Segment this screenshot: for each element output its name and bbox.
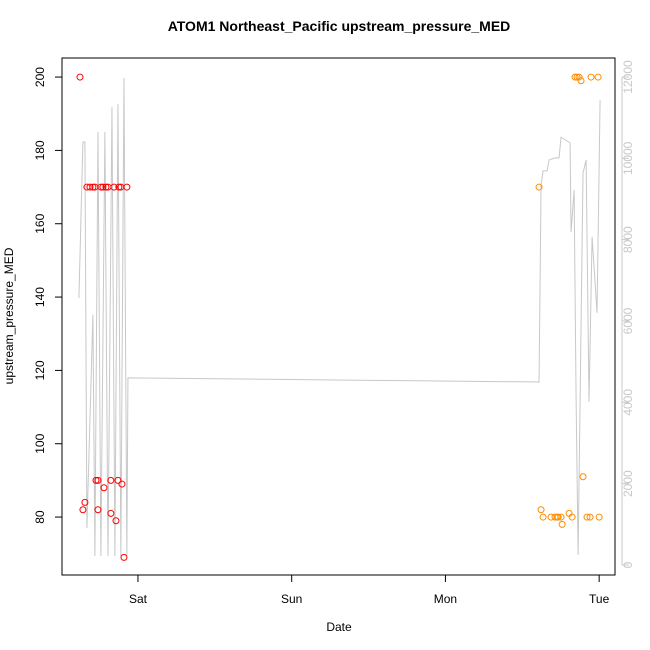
point xyxy=(586,513,594,521)
point xyxy=(573,73,581,81)
x-tick-label: Sat xyxy=(129,592,148,606)
point xyxy=(89,183,97,191)
point xyxy=(107,476,115,484)
point xyxy=(535,183,543,191)
x-tick-label: Tue xyxy=(589,592,610,606)
line xyxy=(78,78,601,557)
point xyxy=(118,480,126,488)
y-tick-label: 120 xyxy=(33,360,47,380)
point xyxy=(112,517,120,525)
y2-tick-label: 4000 xyxy=(621,389,635,416)
plot-frame xyxy=(61,57,616,576)
y2-tick-label: 8000 xyxy=(621,226,635,253)
point xyxy=(107,509,115,517)
y2-tick-label: 2000 xyxy=(621,470,635,497)
point xyxy=(558,520,566,528)
point xyxy=(595,513,603,521)
point xyxy=(568,513,576,521)
point xyxy=(120,553,128,561)
y-axis-label: upstream_pressure_MED xyxy=(2,247,16,384)
y-tick-label: 100 xyxy=(33,433,47,453)
y-tick-label: 180 xyxy=(33,140,47,160)
point xyxy=(577,77,585,85)
point xyxy=(79,506,87,514)
point xyxy=(99,183,107,191)
y2-tick-label: 0 xyxy=(621,561,635,568)
point xyxy=(100,484,108,492)
point xyxy=(92,476,100,484)
point xyxy=(123,183,131,191)
point xyxy=(115,183,123,191)
point xyxy=(114,476,122,484)
point xyxy=(554,513,562,521)
point xyxy=(587,73,595,81)
point xyxy=(110,183,118,191)
y-tick-label: 140 xyxy=(33,287,47,307)
point xyxy=(579,473,587,481)
point xyxy=(94,476,102,484)
point xyxy=(594,73,602,81)
x-tick-label: Mon xyxy=(434,592,457,606)
point xyxy=(97,183,105,191)
point xyxy=(102,183,110,191)
chart-title: ATOM1 Northeast_Pacific upstream_pressur… xyxy=(168,18,511,34)
point xyxy=(537,506,545,514)
y-tick-label: 160 xyxy=(33,213,47,233)
y2-tick-label: 6000 xyxy=(621,307,635,334)
point xyxy=(539,513,547,521)
y2-tick-label: 12000 xyxy=(621,60,635,94)
point xyxy=(94,506,102,514)
point xyxy=(583,513,591,521)
point xyxy=(81,498,89,506)
x-tick-label: Sun xyxy=(281,592,302,606)
y-tick-label: 80 xyxy=(33,510,47,524)
point xyxy=(76,73,84,81)
y2-tick-label: 10000 xyxy=(621,141,635,175)
point xyxy=(575,73,583,81)
point xyxy=(86,183,94,191)
point xyxy=(557,513,565,521)
point xyxy=(571,73,579,81)
x-axis-label: Date xyxy=(326,620,352,634)
y-tick-label: 200 xyxy=(33,67,47,87)
